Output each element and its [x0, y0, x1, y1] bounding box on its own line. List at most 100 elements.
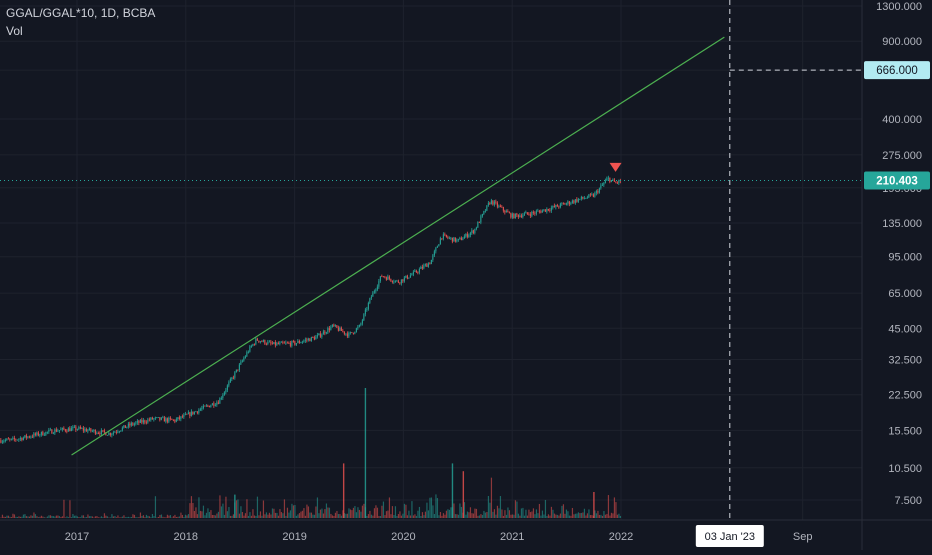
- volume-bar: [609, 515, 611, 518]
- volume-bar: [184, 514, 187, 518]
- candle-body: [73, 426, 75, 428]
- candle-body: [25, 435, 27, 438]
- candle-body: [204, 405, 206, 407]
- candle-body: [588, 194, 590, 198]
- volume-bar: [127, 516, 130, 518]
- volume-bar: [204, 515, 206, 518]
- volume-bar: [475, 508, 478, 518]
- y-tick-label: 275.000: [882, 150, 922, 162]
- volume-bar: [288, 512, 290, 518]
- volume-bar: [265, 512, 268, 518]
- volume-bar: [199, 510, 202, 518]
- volume-bar: [141, 515, 143, 518]
- candle-body: [30, 436, 32, 438]
- candle-body: [373, 291, 375, 293]
- volume-bar: [613, 497, 616, 518]
- volume-bar: [49, 515, 52, 518]
- volume-bar: [327, 507, 329, 518]
- candle-body: [276, 343, 278, 346]
- crosshair-date-tag: [695, 525, 764, 547]
- volume-bar: [36, 516, 38, 518]
- candle-body: [84, 429, 86, 431]
- volume-bar: [460, 506, 463, 518]
- candle-body: [213, 403, 215, 406]
- volume-bar: [616, 514, 619, 518]
- candle-body: [414, 270, 416, 272]
- candle-body: [207, 405, 209, 407]
- candle-body: [235, 369, 237, 373]
- candle-body: [261, 341, 263, 343]
- volume-bar: [205, 512, 208, 518]
- candle-body: [325, 332, 327, 334]
- candle-body: [430, 259, 432, 265]
- volume-bar: [84, 517, 86, 518]
- target-price-tag: [864, 61, 930, 80]
- y-tick-label: 22.500: [888, 390, 922, 402]
- volume-bar: [490, 477, 493, 518]
- candle-body: [568, 201, 570, 205]
- volume-indicator-label[interactable]: Vol: [6, 24, 23, 38]
- volume-bar: [166, 514, 169, 518]
- volume-bar: [273, 508, 275, 518]
- volume-bar: [298, 513, 301, 518]
- candle-body: [223, 392, 225, 396]
- y-tick-label: 900.000: [882, 36, 922, 48]
- candle-body: [618, 180, 620, 183]
- candle-body: [424, 264, 426, 266]
- volume-bar: [247, 515, 250, 518]
- candle-body: [324, 331, 326, 334]
- volume-bar: [150, 517, 152, 518]
- candle-body: [288, 342, 290, 344]
- volume-bar: [358, 509, 361, 518]
- volume-bar: [130, 516, 133, 518]
- candle-body: [586, 197, 588, 199]
- candle-body: [343, 331, 345, 334]
- volume-bar: [589, 515, 592, 518]
- volume-bar: [330, 513, 332, 518]
- candle-body: [366, 309, 368, 310]
- candle-body: [192, 411, 194, 415]
- volume-bar: [73, 515, 76, 518]
- volume-bar: [522, 507, 524, 518]
- symbol-title[interactable]: GGAL/GGAL*10, 1D, BCBA: [6, 6, 156, 20]
- candle-body: [438, 244, 440, 247]
- y-tick-label: 135.000: [882, 218, 922, 230]
- volume-bar: [1, 514, 4, 518]
- candle-body: [61, 427, 63, 430]
- volume-bar: [529, 512, 532, 518]
- candle-body: [240, 361, 242, 365]
- volume-bar: [124, 517, 127, 518]
- candle-body: [369, 298, 371, 303]
- volume-bar: [564, 513, 566, 518]
- volume-bar: [226, 511, 229, 518]
- volume-bar: [312, 514, 314, 518]
- volume-bar: [295, 515, 298, 518]
- volume-bar: [574, 513, 577, 518]
- candle-body: [484, 210, 486, 212]
- candle-body: [546, 208, 548, 212]
- volume-bar: [489, 502, 491, 518]
- candle-body: [40, 431, 42, 435]
- candle-body: [166, 418, 168, 422]
- candle-body: [417, 272, 419, 274]
- candle-body: [3, 441, 5, 442]
- volume-bar: [262, 500, 265, 518]
- volume-bar: [528, 509, 530, 518]
- candle-body: [453, 237, 455, 242]
- volume-bar: [360, 511, 362, 518]
- volume-bar: [270, 514, 272, 518]
- time-axis[interactable]: 2017 2018 2019 2020 2021 2022 Sep 03 Jan '23: [0, 519, 932, 547]
- candle-body: [42, 431, 44, 436]
- volume-bar: [102, 517, 104, 518]
- candle-body: [178, 417, 180, 419]
- candle-body: [253, 344, 255, 345]
- volume-bar: [160, 514, 163, 518]
- x-tick-label: 2021: [500, 531, 524, 543]
- candle-body: [513, 213, 515, 219]
- volume-bar: [216, 513, 218, 518]
- price-axis[interactable]: 1300.000900.000666.000400.000275.000195.…: [861, 0, 930, 550]
- volume-bar: [214, 515, 217, 518]
- candle-body: [498, 205, 500, 207]
